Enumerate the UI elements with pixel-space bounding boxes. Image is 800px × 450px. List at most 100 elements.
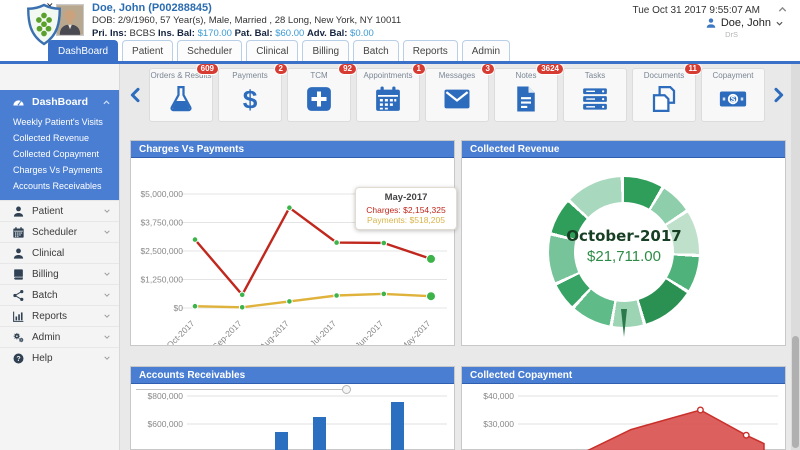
card-orders-results[interactable]: Orders & Results 609 bbox=[149, 63, 219, 122]
balance-label: Adv. Bal: bbox=[306, 28, 348, 39]
svg-text:?: ? bbox=[16, 356, 20, 363]
sidebar-subitem-collected-copayment[interactable]: Collected Copayment bbox=[13, 149, 100, 159]
sidebar-item-label: Help bbox=[32, 352, 53, 364]
svg-text:Jun-2017: Jun-2017 bbox=[353, 318, 385, 345]
sidebar-subitem-collected-revenue[interactable]: Collected Revenue bbox=[13, 133, 90, 143]
balance-value: $170.00 bbox=[197, 28, 232, 39]
close-patient-icon[interactable]: ✕ bbox=[46, 1, 54, 11]
calendar-icon bbox=[373, 83, 403, 115]
tooltip-payments: Payments: $518,205 bbox=[367, 215, 445, 225]
patient-banner: Doe, John (P00288845) DOB: 2/9/1960, 57 … bbox=[92, 2, 401, 40]
balance-label: Pat. Bal: bbox=[234, 28, 273, 39]
sidebar-item-batch[interactable]: Batch bbox=[0, 284, 119, 305]
donut-amount: $21,711.00 bbox=[587, 248, 661, 265]
chevron-down-icon bbox=[103, 270, 111, 278]
card-payments[interactable]: Payments $2 bbox=[218, 63, 288, 122]
card-label: Appointments bbox=[363, 71, 413, 80]
sidebar-item-clinical[interactable]: Clinical bbox=[0, 242, 119, 263]
slider-handle[interactable] bbox=[342, 385, 351, 394]
tab-clinical[interactable]: Clinical bbox=[246, 40, 299, 61]
card-tasks[interactable]: Tasks bbox=[563, 68, 627, 122]
sidebar-subitem-weekly-visits[interactable]: Weekly Patient's Visits bbox=[13, 117, 103, 127]
donut-pointer bbox=[621, 309, 627, 337]
tab-scheduler[interactable]: Scheduler bbox=[177, 40, 243, 61]
card-notes[interactable]: Notes 3624 bbox=[494, 63, 564, 122]
sidebar-subitem-accounts-receivables[interactable]: Accounts Receivables bbox=[13, 181, 102, 191]
sidebar-item-dashboard[interactable]: DashBoard bbox=[0, 90, 119, 114]
slider-track[interactable] bbox=[136, 389, 346, 390]
sidebar-item-label: Admin bbox=[32, 331, 61, 343]
flask-icon bbox=[166, 83, 196, 115]
tab-reports[interactable]: Reports bbox=[402, 40, 458, 61]
sidebar-item-admin[interactable]: Admin bbox=[0, 326, 119, 347]
sidebar-item-reports[interactable]: Reports bbox=[0, 305, 119, 326]
badge-count: 3 bbox=[480, 63, 495, 75]
svg-text:$30,000: $30,000 bbox=[483, 419, 514, 429]
sidebar-item-label: Reports bbox=[32, 310, 68, 322]
sidebar-item-scheduler[interactable]: Scheduler bbox=[0, 221, 119, 242]
badge-count: 609 bbox=[195, 63, 219, 75]
chevron-down-icon bbox=[103, 291, 111, 299]
card-label: Documents bbox=[643, 71, 685, 80]
badge-count: 2 bbox=[273, 63, 288, 75]
sidebar-item-label: Batch bbox=[32, 289, 58, 301]
sidebar-item-billing[interactable]: Billing bbox=[0, 263, 119, 284]
vertical-scrollbar[interactable] bbox=[791, 64, 800, 450]
user-menu[interactable]: Doe, John bbox=[705, 17, 784, 29]
card-label: Copayment bbox=[712, 71, 754, 80]
card-tcm[interactable]: TCM 92 bbox=[287, 63, 357, 122]
sidebar-item-help[interactable]: ? Help bbox=[0, 347, 119, 368]
tab-patient[interactable]: Patient bbox=[122, 40, 174, 61]
card-appointments[interactable]: Appointments 1 bbox=[356, 63, 426, 122]
copy-icon bbox=[649, 83, 679, 115]
accounts-receivables-chart: $800,000 $600,000 bbox=[131, 384, 454, 450]
chart-tooltip: May-2017 Charges: $2,154,325 Payments: $… bbox=[355, 187, 457, 230]
current-datetime: Tue Oct 31 2017 9:55:07 AM bbox=[632, 5, 761, 16]
sidebar-item-patient[interactable]: Patient bbox=[0, 200, 119, 221]
tooltip-charges: Charges: $2,154,325 bbox=[366, 205, 446, 215]
panel-title: Collected Revenue bbox=[462, 141, 785, 158]
card-copayment[interactable]: Copayment $ bbox=[701, 68, 765, 122]
chevron-down-icon bbox=[103, 228, 111, 236]
dollar-icon: $ bbox=[235, 83, 265, 115]
plus-square-icon bbox=[304, 83, 334, 115]
quick-access-row: Orders & Results 609 Payments $2 TCM 92 App… bbox=[120, 63, 791, 126]
donut-center-text: October-2017 $21,711.00 bbox=[549, 227, 699, 265]
tab-batch[interactable]: Batch bbox=[353, 40, 399, 61]
collapse-header-icon[interactable] bbox=[777, 4, 788, 15]
svg-text:$: $ bbox=[243, 84, 258, 114]
chevron-down-icon bbox=[103, 333, 111, 341]
user-name: Doe, John bbox=[720, 17, 771, 29]
person-icon bbox=[12, 205, 25, 218]
panel-title: Collected Copayment bbox=[462, 367, 785, 384]
card-documents[interactable]: Documents 11 bbox=[632, 63, 702, 122]
svg-text:$600,000: $600,000 bbox=[148, 419, 184, 429]
scrollbar-thumb[interactable] bbox=[792, 336, 799, 448]
tab-dashboard[interactable]: DashBoard bbox=[48, 40, 119, 61]
sidebar-item-label: Clinical bbox=[32, 247, 65, 259]
nav-tab-bar: DashBoard Patient Scheduler Clinical Bil… bbox=[0, 38, 800, 61]
card-messages[interactable]: Messages 3 bbox=[425, 63, 495, 122]
tab-admin[interactable]: Admin bbox=[461, 40, 511, 61]
panel-collected-revenue: Collected Revenue October-2017 $21,711.0… bbox=[461, 140, 786, 346]
sidebar-subitem-charges-vs-payments[interactable]: Charges Vs Payments bbox=[13, 165, 103, 175]
card-label: Tasks bbox=[584, 71, 606, 80]
collected-copayment-chart: $40,000 $30,000 bbox=[462, 384, 785, 450]
patient-demographics: DOB: 2/9/1960, 57 Year(s), Male, Married… bbox=[92, 15, 402, 26]
revenue-donut-chart: October-2017 $21,711.00 bbox=[549, 177, 699, 337]
svg-text:$1,250,000: $1,250,000 bbox=[140, 275, 183, 285]
donut-hole bbox=[574, 202, 674, 302]
svg-text:Jul-2017: Jul-2017 bbox=[308, 318, 338, 345]
svg-text:$0: $0 bbox=[174, 303, 184, 313]
main-content: Orders & Results 609 Payments $2 TCM 92 App… bbox=[120, 63, 800, 450]
card-label: Payments bbox=[232, 71, 268, 80]
scroll-left-icon[interactable] bbox=[128, 83, 144, 107]
svg-text:$: $ bbox=[731, 95, 736, 104]
badge-count: 1 bbox=[411, 63, 426, 75]
patient-name-link[interactable]: Doe, John (P00288845) bbox=[92, 2, 212, 14]
chevron-down-icon bbox=[103, 207, 111, 215]
chevron-down-icon bbox=[103, 354, 111, 362]
sidebar: DashBoard Weekly Patient's Visits Collec… bbox=[0, 64, 120, 450]
tab-billing[interactable]: Billing bbox=[302, 40, 350, 61]
scroll-right-icon[interactable] bbox=[770, 83, 786, 107]
